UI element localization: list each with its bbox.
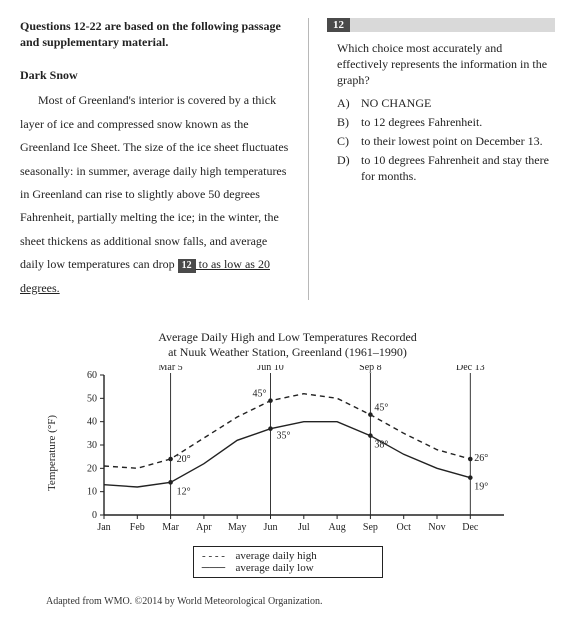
choice-letter: B) [337, 114, 355, 130]
svg-text:45°: 45° [253, 389, 267, 400]
answer-choices: A) NO CHANGE B) to 12 degrees Fahrenheit… [337, 95, 555, 185]
inline-question-marker: 12 [178, 259, 196, 273]
svg-text:40: 40 [87, 417, 97, 428]
legend-label-high: average daily high [236, 550, 317, 562]
svg-text:Dec 13: Dec 13 [456, 365, 485, 373]
legend-row-low: ─── average daily low [200, 562, 376, 574]
svg-text:10: 10 [87, 487, 97, 498]
choice-letter: C) [337, 133, 355, 149]
chart-title-line1: Average Daily High and Low Temperatures … [158, 330, 417, 344]
choice-letter: D) [337, 152, 355, 184]
chart-citation: Adapted from WMO. ©2014 by World Meteoro… [46, 596, 555, 607]
choice-text: to 10 degrees Fahrenheit and stay there … [361, 152, 555, 184]
chart-y-axis-label: Temperature (°F) [46, 415, 58, 491]
chart-title: Average Daily High and Low Temperatures … [20, 330, 555, 361]
svg-text:Oct: Oct [396, 522, 411, 533]
svg-text:60: 60 [87, 370, 97, 381]
svg-text:19°: 19° [474, 482, 488, 493]
svg-text:Jan: Jan [97, 522, 110, 533]
column-divider [308, 18, 309, 300]
svg-text:Jun 10: Jun 10 [257, 365, 283, 373]
svg-text:Mar 5: Mar 5 [159, 365, 183, 373]
svg-text:20: 20 [87, 463, 97, 474]
svg-text:35°: 35° [277, 431, 291, 442]
choice-letter: A) [337, 95, 355, 111]
chart-title-line2: at Nuuk Weather Station, Greenland (1961… [168, 345, 407, 359]
answer-choice[interactable]: A) NO CHANGE [337, 95, 555, 111]
legend-label-low: average daily low [236, 562, 314, 574]
svg-text:20°: 20° [177, 454, 191, 465]
question-header-bar: 12 [327, 18, 555, 32]
svg-text:Sep 8: Sep 8 [359, 365, 382, 373]
svg-text:Nov: Nov [428, 522, 445, 533]
question-number-badge: 12 [327, 18, 350, 32]
answer-choice[interactable]: B) to 12 degrees Fahrenheit. [337, 114, 555, 130]
svg-text:Sep: Sep [363, 522, 378, 533]
temperature-chart: 0 10 20 30 40 50 60 Jan Feb Mar Apr May Jun Jul Aug Sep… [64, 365, 524, 540]
svg-text:45°: 45° [374, 403, 388, 414]
svg-text:Mar: Mar [162, 522, 179, 533]
chart-wrap: Temperature (°F) 0 10 20 30 40 50 60 Jan Feb Mar A… [46, 365, 555, 540]
svg-text:May: May [228, 522, 246, 533]
svg-text:0: 0 [92, 510, 97, 521]
chart-legend: - - - - average daily high ─── average d… [193, 546, 383, 578]
passage-title: Dark Snow [20, 68, 290, 83]
legend-row-high: - - - - average daily high [200, 550, 376, 562]
svg-text:30: 30 [87, 440, 97, 451]
left-column: Questions 12-22 are based on the followi… [20, 18, 290, 300]
passage-instructions: Questions 12-22 are based on the followi… [20, 18, 290, 50]
svg-text:12°: 12° [177, 486, 191, 497]
answer-choice[interactable]: C) to their lowest point on December 13. [337, 133, 555, 149]
svg-text:Aug: Aug [328, 522, 345, 533]
legend-swatch-solid: ─── [200, 562, 228, 574]
choice-text: to 12 degrees Fahrenheit. [361, 114, 482, 130]
passage-text-pre: Most of Greenland's interior is covered … [20, 93, 288, 271]
answer-choice[interactable]: D) to 10 degrees Fahrenheit and stay the… [337, 152, 555, 184]
svg-text:50: 50 [87, 393, 97, 404]
svg-text:Apr: Apr [196, 522, 212, 533]
choice-text: NO CHANGE [361, 95, 431, 111]
question-stem: Which choice most accurately and effecti… [337, 40, 555, 89]
legend-swatch-dashed: - - - - [200, 550, 228, 562]
svg-text:Dec: Dec [462, 522, 479, 533]
svg-text:Jun: Jun [264, 522, 278, 533]
svg-text:26°: 26° [474, 453, 488, 464]
svg-text:38°: 38° [374, 440, 388, 451]
chart-area: Average Daily High and Low Temperatures … [20, 330, 555, 607]
svg-text:Feb: Feb [130, 522, 145, 533]
right-column: 12 Which choice most accurately and effe… [327, 18, 555, 300]
passage-body: Most of Greenland's interior is covered … [20, 89, 290, 300]
choice-text: to their lowest point on December 13. [361, 133, 543, 149]
svg-text:Jul: Jul [298, 522, 310, 533]
top-row: Questions 12-22 are based on the followi… [20, 18, 555, 300]
